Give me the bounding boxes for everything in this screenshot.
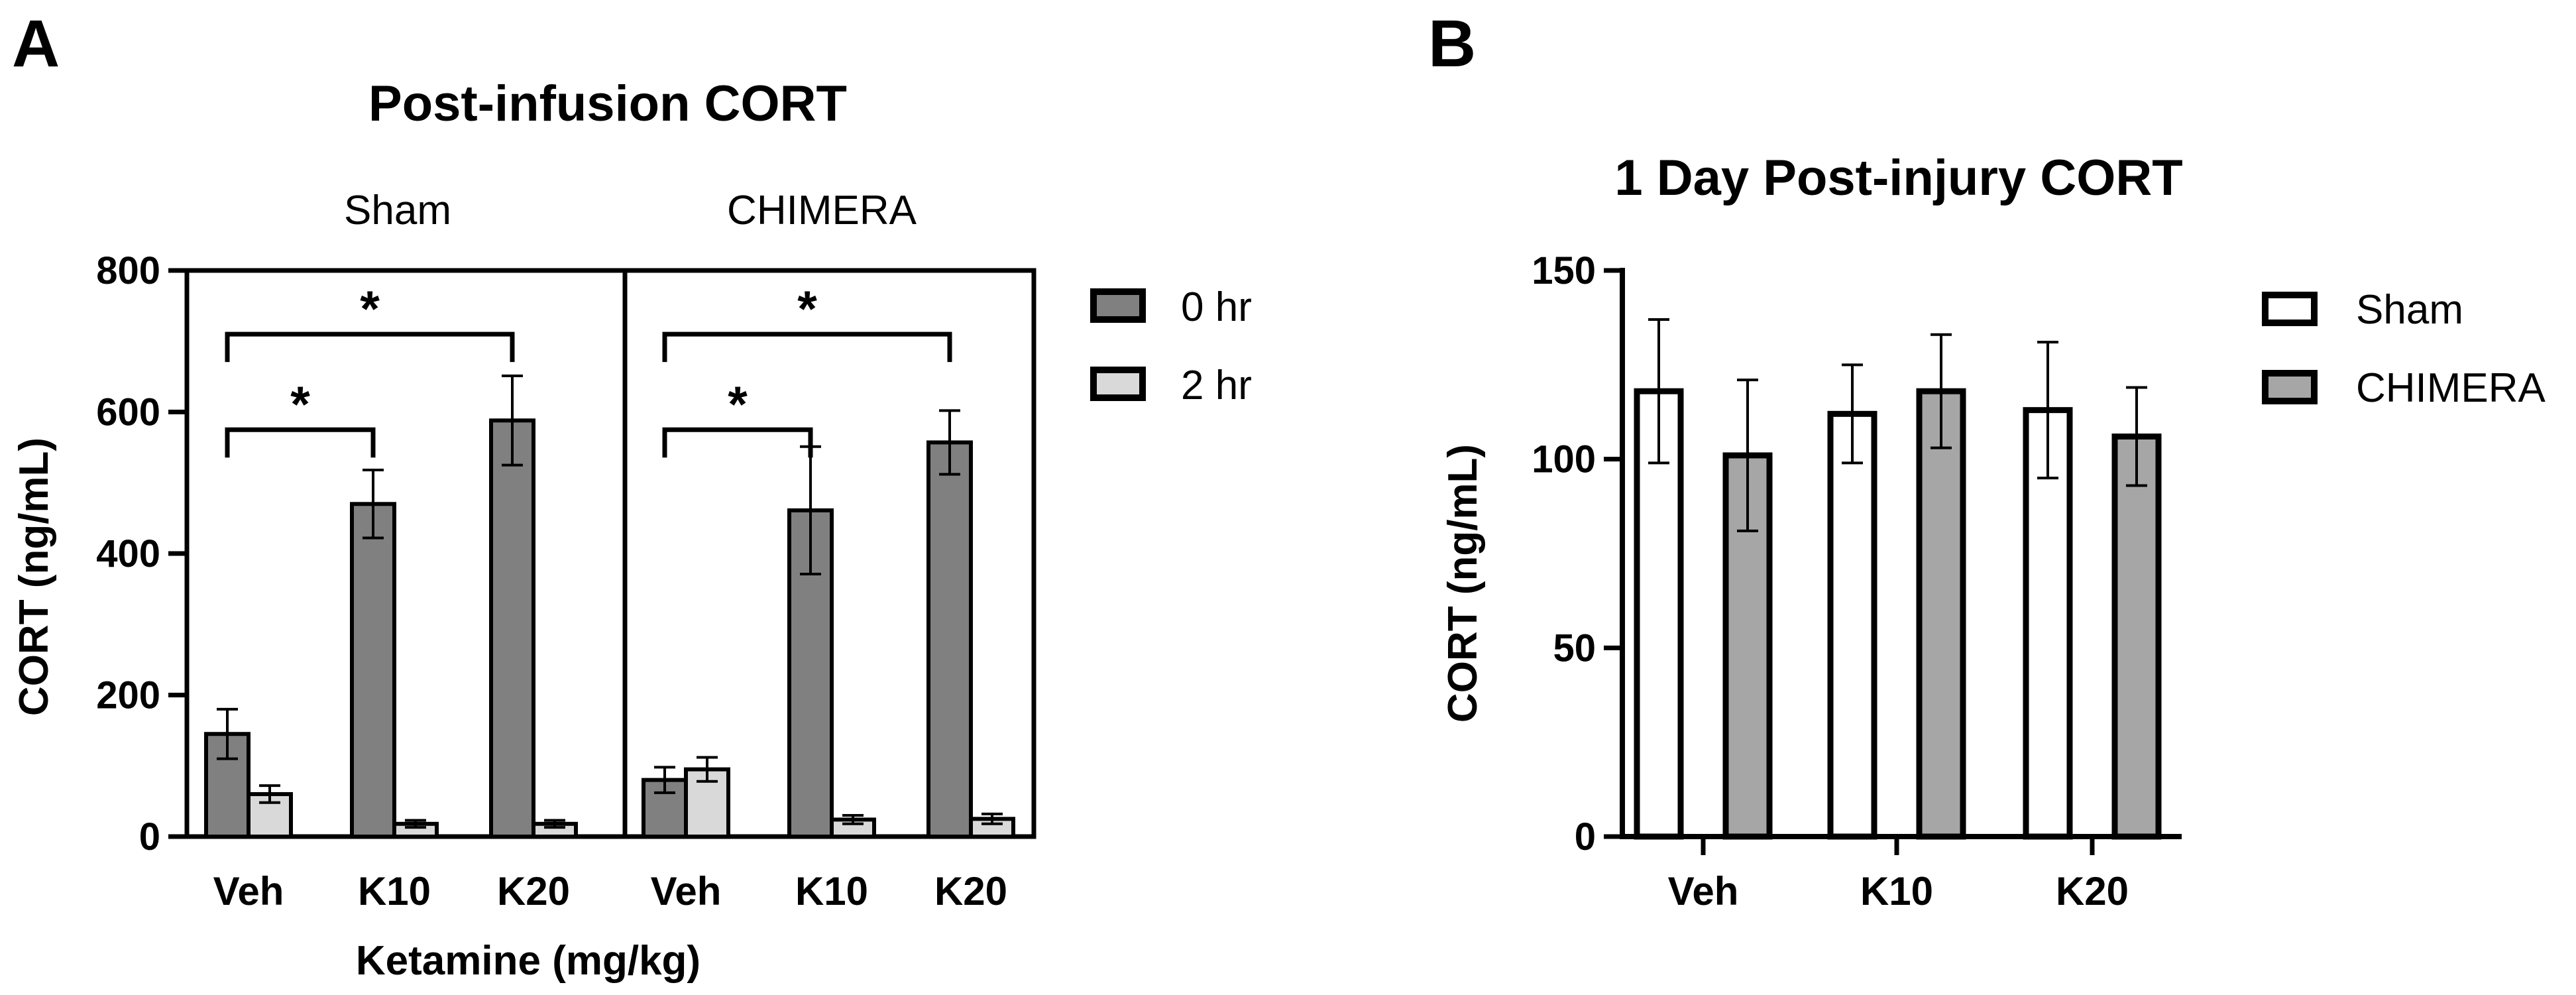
bar-sham-0 bbox=[1634, 388, 1684, 840]
panel-b-plot: 0 50 100 150 Veh K10 K20 bbox=[1532, 249, 2182, 913]
significance-star: * bbox=[728, 377, 748, 433]
panel-a-plot: 0 200 400 600 800 Veh K10 K20 Veh K10 K20 * * * * bbox=[96, 249, 1036, 913]
panel-b-legend: Sham CHIMERA bbox=[2262, 287, 2546, 411]
panel-a-letter: A bbox=[12, 7, 60, 81]
panel-a-y-tick-label: 600 bbox=[96, 391, 160, 434]
panel-b-title: 1 Day Post-injury CORT bbox=[1614, 150, 2182, 206]
significance-bracket bbox=[662, 427, 813, 458]
panel-a-y-tick-label: 200 bbox=[96, 674, 160, 717]
panel-a-x-tick-label: K20 bbox=[934, 869, 1007, 913]
legend-label-0hr: 0 hr bbox=[1181, 284, 1252, 330]
bar-sham-1 bbox=[1827, 410, 1877, 840]
bar-0hr-1 bbox=[350, 502, 396, 839]
panel-a-x-tick-label: K10 bbox=[358, 869, 431, 913]
legend-label-sham: Sham bbox=[2356, 287, 2463, 333]
legend-label-2hr: 2 hr bbox=[1181, 363, 1252, 408]
panel-b-letter: B bbox=[1428, 7, 1476, 81]
panel-a-y-tick-label: 800 bbox=[96, 249, 160, 292]
panel-a-y-tick-label: 0 bbox=[139, 815, 160, 858]
panel-b-y-tick-label: 0 bbox=[1575, 815, 1596, 858]
panel-a-group-chimera: CHIMERA bbox=[727, 188, 917, 233]
panel-b-y-tick-label: 150 bbox=[1532, 249, 1596, 292]
legend-swatch-chimera bbox=[2262, 370, 2318, 404]
legend-label-chimera: CHIMERA bbox=[2356, 365, 2546, 411]
panel-a-title: Post-infusion CORT bbox=[368, 76, 847, 132]
significance-bracket bbox=[662, 331, 952, 363]
panel-b-x-tick-label: K10 bbox=[1860, 869, 1933, 913]
significance-bracket bbox=[225, 331, 515, 363]
legend-swatch-2hr bbox=[1090, 367, 1146, 401]
significance-star: * bbox=[290, 377, 310, 433]
legend-swatch-0hr bbox=[1090, 288, 1146, 323]
panel-b-y-axis-label: CORT (ng/mL) bbox=[1440, 444, 1486, 723]
bar-0hr-5 bbox=[926, 440, 973, 839]
panel-a-y-axis-label: CORT (ng/mL) bbox=[11, 438, 57, 716]
panel-b-x-tick-label: K20 bbox=[2056, 869, 2129, 913]
panel-a-x-tick-label: Veh bbox=[213, 869, 284, 913]
panel-a-frame bbox=[184, 268, 1036, 839]
significance-star: * bbox=[360, 281, 380, 337]
significance-bracket bbox=[225, 427, 376, 458]
panel-b-y-tick-label: 50 bbox=[1553, 626, 1596, 670]
bar-chimera-1 bbox=[1916, 388, 1966, 840]
panel-a-x-axis-label: Ketamine (mg/kg) bbox=[356, 938, 700, 984]
panel-a-x-tick-label: K20 bbox=[497, 869, 570, 913]
panel-b-x-tick-label: Veh bbox=[1668, 869, 1739, 913]
panel-a-group-sham: Sham bbox=[344, 188, 451, 233]
panel-a-x-tick-label: K10 bbox=[795, 869, 868, 913]
panel-b-y-tick-label: 100 bbox=[1532, 438, 1596, 481]
panel-a-legend: 0 hr 2 hr bbox=[1090, 284, 1252, 408]
panel-a-y-tick-label: 400 bbox=[96, 532, 160, 575]
bar-0hr-2 bbox=[489, 418, 535, 839]
significance-star: * bbox=[797, 281, 817, 337]
bar-chimera-0 bbox=[1722, 452, 1773, 840]
legend-swatch-sham bbox=[2262, 292, 2318, 326]
panel-a-x-tick-label: Veh bbox=[651, 869, 722, 913]
bar-chimera-2 bbox=[2111, 434, 2162, 840]
